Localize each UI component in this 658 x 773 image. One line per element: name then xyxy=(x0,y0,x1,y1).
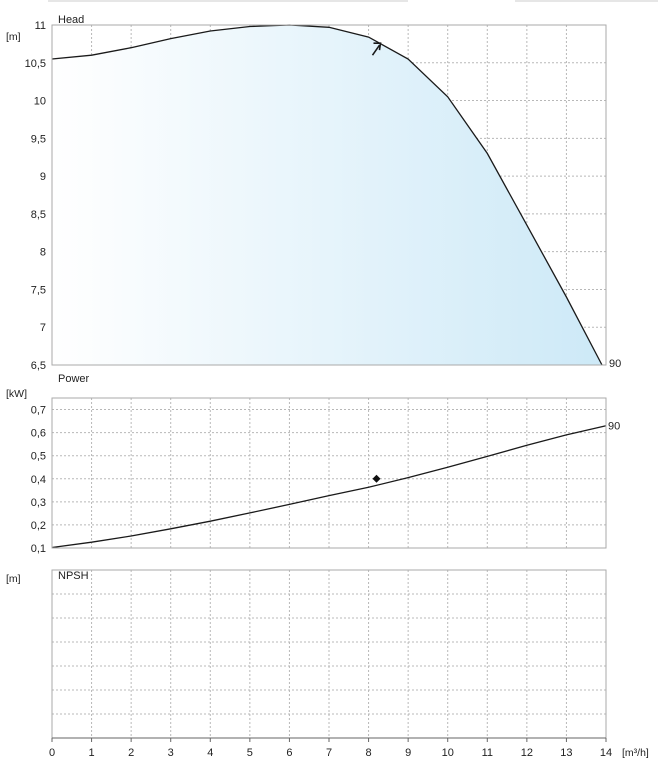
head-y-tick-label: 7,5 xyxy=(31,284,46,296)
x-tick-label: 2 xyxy=(128,747,134,759)
power-y-tick-label: 0,6 xyxy=(31,428,46,440)
power-y-tick-label: 0,2 xyxy=(31,520,46,532)
x-tick-label: 14 xyxy=(600,747,612,759)
x-tick-label: 10 xyxy=(442,747,454,759)
head-y-tick-label: 6,5 xyxy=(31,360,46,372)
head-y-tick-label: 7 xyxy=(40,322,46,334)
power-y-tick-label: 0,7 xyxy=(31,405,46,417)
npsh-panel-title: NPSH xyxy=(58,570,89,582)
head-y-tick-label: 8,5 xyxy=(31,209,46,221)
x-tick-label: 12 xyxy=(521,747,533,759)
x-tick-label: 13 xyxy=(560,747,572,759)
x-tick-label: 4 xyxy=(207,747,213,759)
x-axis-unit: [m³/h] xyxy=(622,747,649,759)
head-y-tick-label: 10 xyxy=(34,96,46,108)
head-y-unit: [m] xyxy=(6,31,21,43)
power-y-unit: [kW] xyxy=(6,388,27,400)
power-series-label: 90 xyxy=(608,421,620,433)
power-y-tick-label: 0,3 xyxy=(31,497,46,509)
head-area-fill xyxy=(52,25,602,365)
x-tick-label: 11 xyxy=(482,747,493,759)
x-tick-label: 5 xyxy=(247,747,253,759)
x-tick-label: 3 xyxy=(168,747,174,759)
x-tick-label: 1 xyxy=(89,747,95,759)
head-y-tick-label: 9 xyxy=(40,171,46,183)
power-y-tick-label: 0,1 xyxy=(31,543,46,555)
power-y-tick-label: 0,4 xyxy=(31,474,46,486)
x-tick-label: 6 xyxy=(286,747,292,759)
power-panel-title: Power xyxy=(58,373,90,385)
head-panel-title: Head xyxy=(58,14,84,26)
head-y-tick-label: 11 xyxy=(35,20,46,32)
x-tick-label: 8 xyxy=(366,747,372,759)
power-duty-point-marker xyxy=(372,475,380,483)
head-y-tick-label: 10,5 xyxy=(25,58,46,70)
x-tick-label: 0 xyxy=(49,747,55,759)
head-y-tick-label: 9,5 xyxy=(31,133,46,145)
x-tick-label: 7 xyxy=(326,747,332,759)
power-y-tick-label: 0,5 xyxy=(31,451,46,463)
head-series-label: 90 xyxy=(609,358,621,370)
npsh-y-unit: [m] xyxy=(6,573,21,585)
head-y-tick-label: 8 xyxy=(40,247,46,259)
panel-1-frame xyxy=(52,398,606,548)
x-tick-label: 9 xyxy=(405,747,411,759)
